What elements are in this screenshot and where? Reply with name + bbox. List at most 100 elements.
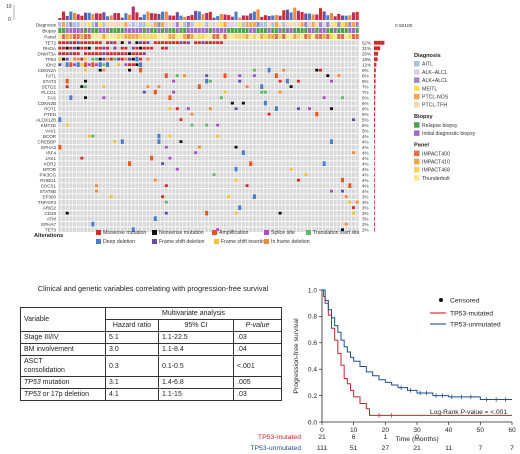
oncoprint-cell bbox=[95, 84, 99, 89]
oncoprint-cell bbox=[333, 78, 337, 84]
oncoprint-cell bbox=[271, 56, 275, 62]
oncoprint-cell bbox=[194, 51, 198, 56]
oncoprint-cell bbox=[139, 78, 143, 84]
risk-table-count: 1 bbox=[383, 434, 387, 441]
oncoprint-cell bbox=[98, 122, 102, 128]
alteration-mark bbox=[164, 184, 168, 187]
oncoprint-cell bbox=[150, 62, 154, 67]
oncoprint-cell bbox=[106, 67, 110, 73]
oncoprint-cell bbox=[249, 144, 253, 150]
annotation-cell bbox=[172, 28, 176, 33]
oncoprint-cell bbox=[95, 133, 99, 139]
oncoprint-cell bbox=[304, 111, 308, 117]
oncoprint-cell bbox=[216, 117, 220, 122]
oncoprint-cell bbox=[212, 155, 216, 161]
oncoprint-cell bbox=[256, 45, 260, 51]
oncoprint-cell bbox=[128, 84, 132, 89]
oncoprint-cell bbox=[201, 210, 205, 216]
oncoprint-cell bbox=[157, 111, 161, 117]
oncoprint-cell bbox=[65, 155, 69, 161]
annotation-cell bbox=[278, 22, 282, 27]
oncoprint-cell bbox=[326, 95, 330, 100]
oncoprint-cell bbox=[120, 183, 124, 188]
oncoprint-cell bbox=[120, 199, 124, 205]
frequency-bar bbox=[374, 117, 375, 122]
annotation-cell bbox=[296, 22, 300, 27]
oncoprint-cell bbox=[212, 183, 216, 188]
annotation-cell bbox=[179, 28, 183, 33]
oncoprint-cell bbox=[194, 67, 198, 73]
alteration-mark bbox=[83, 85, 88, 88]
oncoprint-cell bbox=[304, 133, 308, 139]
oncoprint-cell bbox=[128, 205, 132, 210]
diagnosis-legend-swatch bbox=[414, 77, 420, 83]
annotation-cell bbox=[205, 34, 209, 39]
oncoprint-cell bbox=[106, 84, 110, 89]
oncoprint-cell bbox=[267, 40, 271, 45]
gene-label: TET2 bbox=[45, 40, 56, 45]
frequency-bar bbox=[374, 79, 376, 84]
oncoprint-cell bbox=[65, 188, 69, 194]
oncoprint-cell bbox=[150, 100, 154, 106]
oncoprint-cell bbox=[296, 122, 300, 128]
alteration-mark bbox=[216, 228, 220, 231]
oncoprint-cell bbox=[307, 133, 311, 139]
oncoprint-cell bbox=[263, 111, 267, 117]
alteration-mark bbox=[172, 79, 176, 83]
oncoprint-cell bbox=[234, 62, 238, 67]
oncoprint-cell bbox=[285, 221, 289, 227]
oncoprint-cell bbox=[300, 111, 304, 117]
oncoprint-cell bbox=[245, 45, 249, 51]
oncoprint-cell bbox=[72, 177, 77, 183]
oncoprint-cell bbox=[83, 210, 88, 216]
oncoprint-cell bbox=[194, 144, 198, 150]
oncoprint-cell bbox=[326, 199, 330, 205]
oncoprint-cell bbox=[142, 227, 146, 232]
oncoprint-cell bbox=[135, 177, 139, 183]
oncoprint-cell bbox=[131, 166, 135, 172]
oncoprint-cell bbox=[289, 45, 293, 51]
oncoprint-cell bbox=[117, 144, 121, 150]
oncoprint-cell bbox=[87, 73, 91, 78]
alteration-mark bbox=[175, 74, 179, 77]
oncoprint-cell bbox=[278, 122, 282, 128]
oncoprint-cell bbox=[72, 144, 77, 150]
annotation-cell bbox=[72, 22, 77, 27]
oncoprint-cell bbox=[245, 40, 249, 45]
oncoprint-cell bbox=[348, 144, 352, 150]
oncoprint-cell bbox=[109, 227, 113, 232]
annotation-cell bbox=[311, 22, 315, 27]
oncoprint-cell bbox=[208, 172, 212, 177]
oncoprint-cell bbox=[197, 172, 201, 177]
alteration-mark bbox=[83, 52, 88, 55]
mutation-count-bar bbox=[106, 16, 110, 20]
oncoprint-cell bbox=[91, 155, 95, 161]
oncoprint-cell bbox=[190, 133, 194, 139]
oncoprint-cell bbox=[289, 183, 293, 188]
x-tick-label: 50 bbox=[477, 427, 485, 434]
oncoprint-cell bbox=[249, 100, 253, 106]
annotation-cell bbox=[318, 34, 322, 39]
oncoprint-cell bbox=[72, 199, 77, 205]
oncoprint-cell bbox=[201, 205, 205, 210]
annotation-cell bbox=[91, 22, 95, 27]
oncoprint-cell bbox=[146, 144, 150, 150]
oncoprint-cell bbox=[333, 205, 337, 210]
oncoprint-cell bbox=[260, 51, 264, 56]
oncoprint-cell bbox=[278, 73, 282, 78]
oncoprint-cell bbox=[249, 166, 253, 172]
oncoprint-cell bbox=[249, 56, 253, 62]
oncoprint-cell bbox=[256, 51, 260, 56]
oncoprint-cell bbox=[142, 183, 146, 188]
oncoprint-cell bbox=[274, 51, 278, 56]
frequency-bar bbox=[374, 178, 375, 183]
oncoprint-cell bbox=[201, 51, 205, 56]
annotation-cell bbox=[293, 34, 297, 39]
y-tick-label: 0.4 bbox=[308, 367, 317, 374]
oncoprint-cell bbox=[344, 227, 348, 232]
risk-table-count: 7 bbox=[510, 445, 514, 452]
oncoprint-cell bbox=[326, 122, 330, 128]
annotation-cell bbox=[117, 34, 121, 39]
oncoprint-cell bbox=[128, 177, 132, 183]
oncoprint-cell bbox=[109, 133, 113, 139]
